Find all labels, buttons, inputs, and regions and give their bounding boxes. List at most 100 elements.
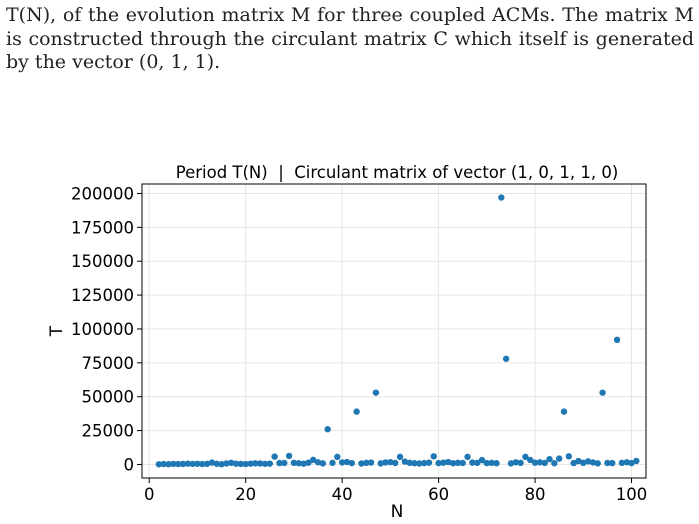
data-point	[478, 456, 486, 464]
data-point	[372, 389, 380, 396]
data-point	[536, 459, 544, 466]
x-tick-label: 60	[428, 485, 449, 504]
data-point	[295, 460, 302, 467]
data-point	[189, 460, 196, 468]
data-point	[546, 455, 553, 463]
caption-text: T(N), of the evolution matrix M for thre…	[6, 4, 694, 73]
data-point	[604, 459, 611, 467]
data-point	[392, 459, 399, 467]
data-point	[435, 459, 442, 467]
y-tick-label: 200000	[71, 184, 134, 203]
data-point	[237, 460, 245, 468]
scatter-chart: Period T(N) | Circulant matrix of vector…	[47, 163, 647, 522]
data-point	[319, 460, 327, 467]
data-point	[155, 461, 163, 468]
y-tick-label: 25000	[82, 422, 135, 441]
data-point	[488, 459, 495, 467]
data-point	[512, 459, 519, 466]
data-point	[382, 459, 389, 466]
data-point	[247, 460, 254, 467]
data-point	[353, 408, 360, 415]
data-point	[430, 453, 437, 460]
data-point	[223, 460, 230, 467]
data-point	[174, 460, 182, 468]
data-point	[343, 458, 351, 466]
data-point	[570, 459, 577, 467]
y-tick-label: 50000	[82, 388, 135, 407]
data-point	[469, 459, 476, 466]
data-point	[420, 459, 428, 467]
data-point	[363, 459, 370, 467]
data-point	[401, 458, 409, 465]
data-point	[387, 458, 394, 466]
y-axis-label: T	[47, 325, 67, 337]
data-point	[449, 460, 457, 467]
data-point	[425, 459, 433, 466]
data-point	[377, 460, 384, 467]
data-point	[329, 459, 336, 467]
data-point	[184, 460, 192, 467]
data-point	[609, 459, 616, 467]
data-point	[623, 459, 630, 466]
data-point	[314, 459, 322, 466]
data-point	[266, 460, 274, 467]
data-point	[483, 459, 491, 467]
data-point	[584, 458, 592, 465]
plot-frame	[141, 183, 647, 479]
data-point	[170, 460, 177, 468]
x-tick-label: 80	[525, 485, 546, 504]
data-point	[594, 460, 601, 467]
data-point	[256, 460, 264, 467]
data-point	[334, 453, 341, 461]
data-point	[338, 459, 346, 466]
y-tick-label: 75000	[82, 354, 135, 373]
data-point	[493, 460, 500, 467]
data-point	[541, 459, 548, 467]
axis-ticks: 0 20 40 60 80 100 0 25000 50000 75000 100000 125000…	[71, 184, 647, 504]
x-axis-label: N	[391, 502, 404, 522]
x-tick-label: 40	[332, 485, 353, 504]
data-point	[517, 459, 524, 467]
data-point	[232, 460, 240, 467]
data-point	[281, 459, 288, 467]
data-point	[358, 460, 365, 467]
data-point	[276, 459, 283, 467]
data-point	[580, 459, 587, 467]
data-point	[555, 455, 563, 462]
data-point	[613, 336, 621, 344]
data-point	[531, 459, 539, 466]
data-point	[199, 460, 206, 468]
data-point	[310, 456, 317, 464]
data-point	[498, 194, 505, 201]
data-point	[440, 459, 447, 466]
data-point	[575, 457, 582, 465]
y-tick-label: 0	[124, 455, 135, 474]
data-point	[160, 460, 167, 468]
x-tick-label: 20	[235, 485, 256, 504]
y-tick-label: 175000	[71, 218, 134, 237]
data-point	[348, 459, 355, 467]
figure-caption: T(N), of the evolution matrix M for thre…	[6, 4, 694, 75]
data-point	[252, 460, 259, 467]
data-point	[473, 459, 481, 467]
data-point	[628, 459, 635, 467]
data-point	[290, 459, 298, 467]
data-point	[242, 460, 249, 468]
data-point	[305, 459, 312, 466]
data-point	[618, 459, 626, 467]
y-tick-label: 150000	[71, 252, 134, 271]
data-point	[396, 453, 404, 461]
data-point	[165, 460, 172, 468]
data-point	[194, 460, 201, 467]
data-point	[228, 459, 235, 467]
data-point	[502, 355, 510, 362]
grid-lines	[142, 184, 646, 478]
x-tick-label: 100	[616, 485, 648, 504]
data-point	[411, 460, 418, 467]
data-point	[406, 459, 413, 467]
data-point	[560, 408, 568, 415]
data-point	[416, 460, 423, 467]
data-point	[445, 458, 452, 466]
y-tick-label: 125000	[71, 286, 134, 305]
data-point	[599, 389, 606, 396]
